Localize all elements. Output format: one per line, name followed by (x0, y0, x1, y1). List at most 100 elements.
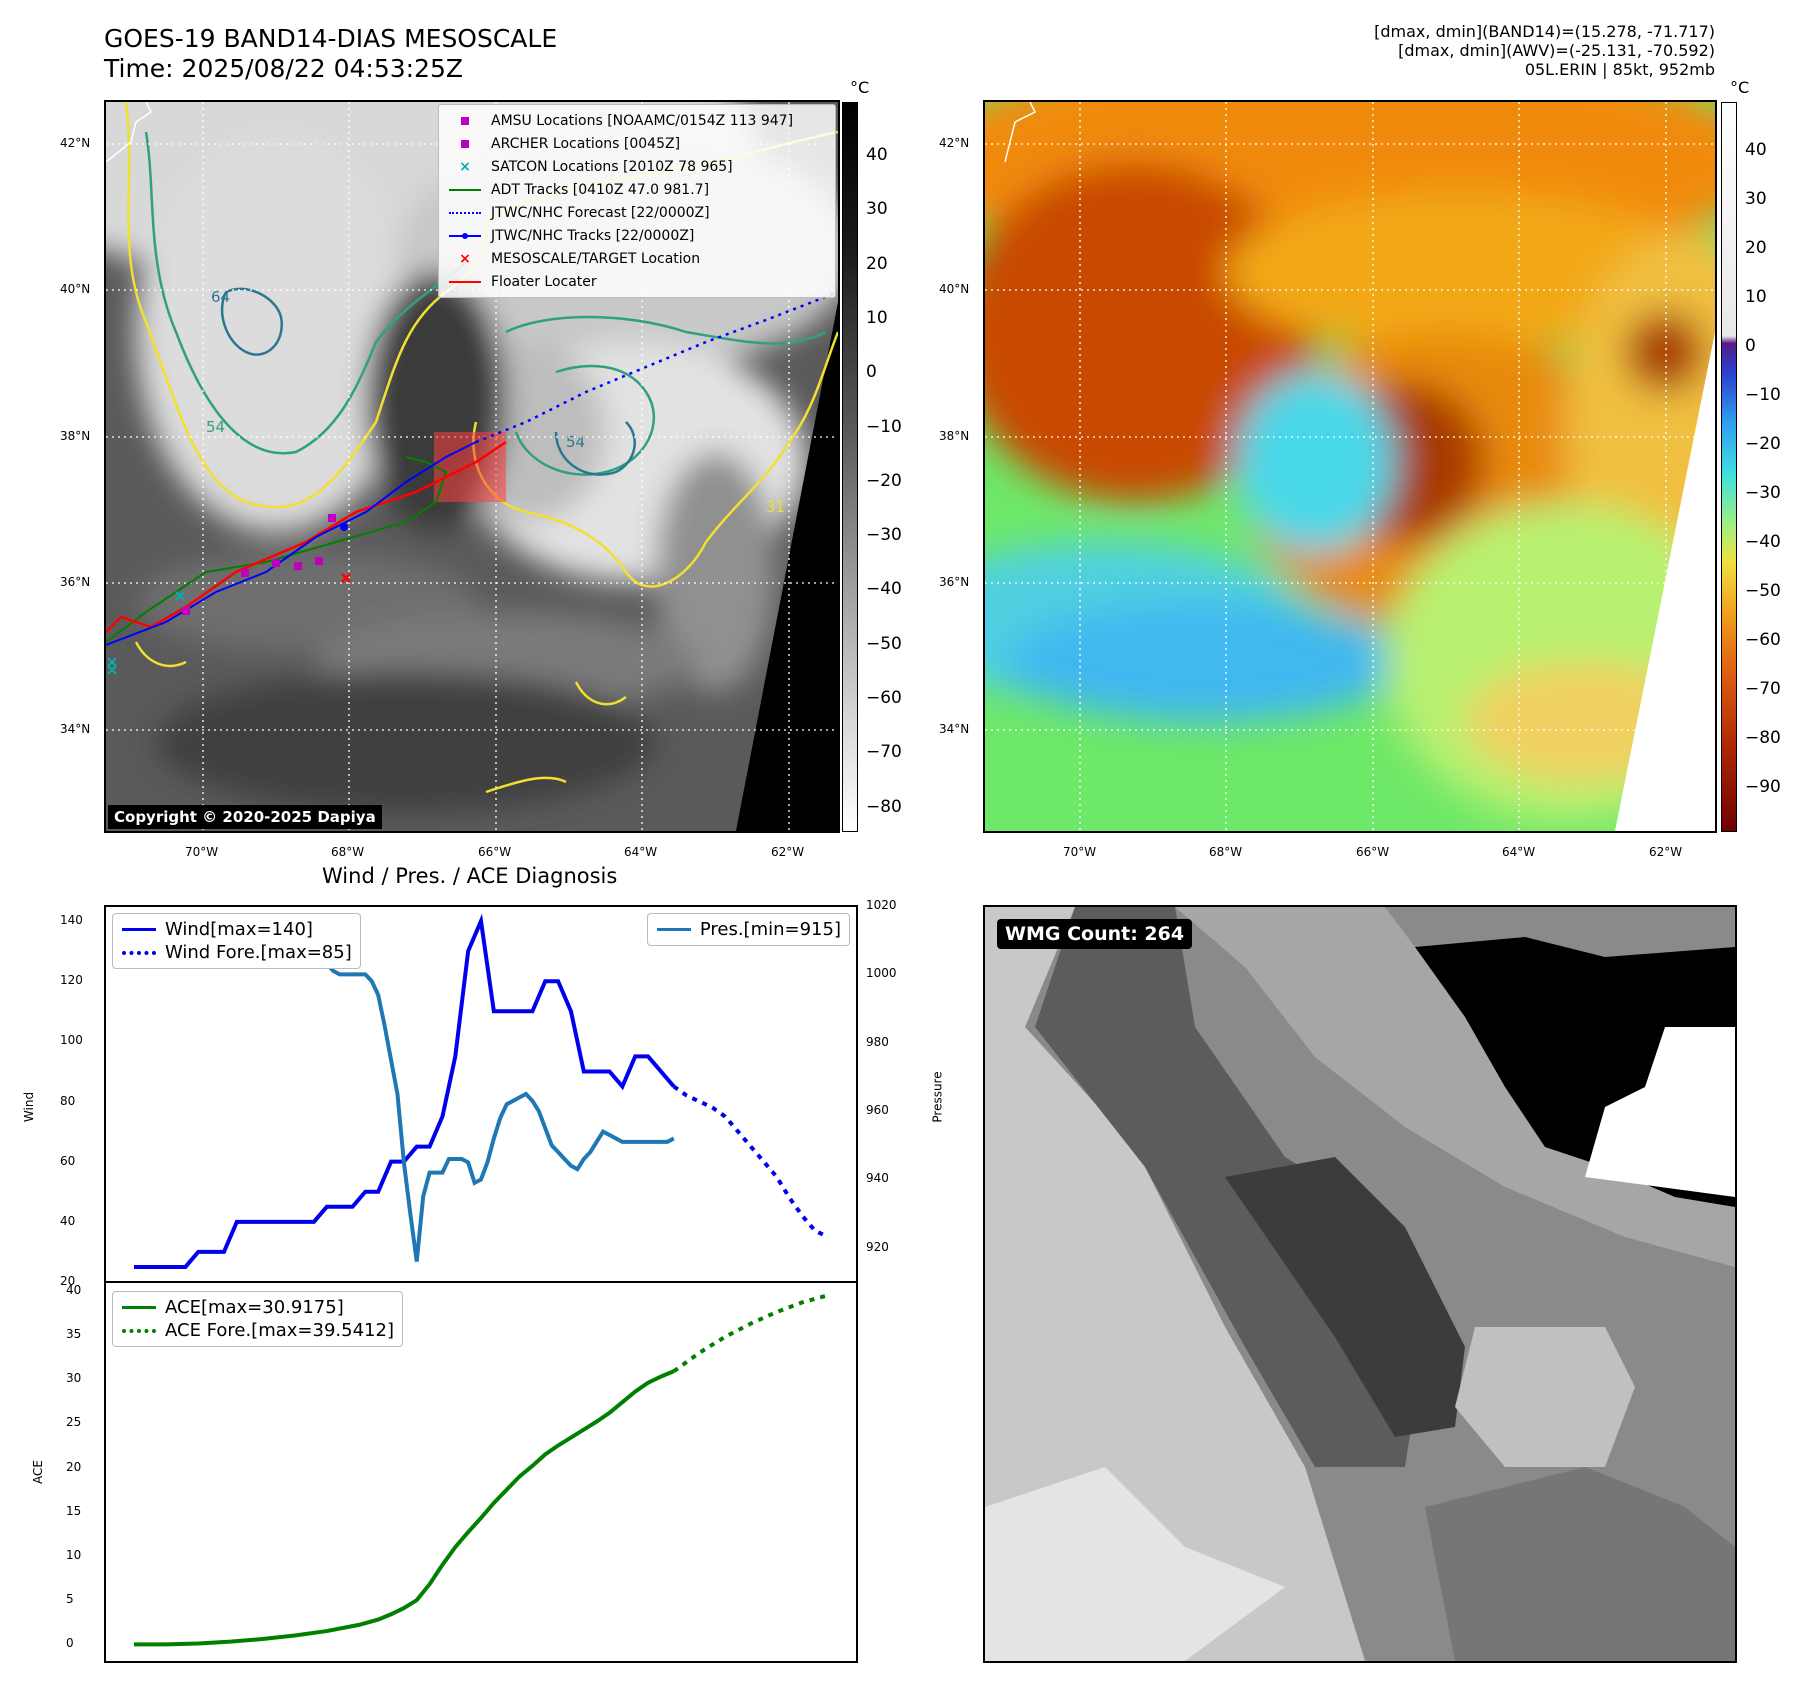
diagnosis-panel: Wind[max=140] Wind Fore.[max=85] Pres.[m… (104, 905, 858, 1663)
lon-label: 66°W (478, 845, 512, 859)
colorbar-tick-label: −70 (866, 742, 902, 763)
coastline (1004, 102, 1037, 163)
diagnosis-chart (104, 905, 858, 1663)
lon-label: 64°W (1502, 845, 1536, 859)
axis-tick-label: 40 (66, 1282, 82, 1297)
axis-tick-label: 960 (866, 1103, 889, 1118)
lat-label: 42°N (939, 136, 970, 150)
lon-label: 62°W (771, 845, 805, 859)
legend-adt: ADT Tracks [0410Z 47.0 981.7] (447, 178, 827, 201)
colorbar-tick-label: −80 (866, 796, 902, 817)
copyright: Copyright © 2020-2025 Dapiya (108, 805, 382, 829)
wind-axis-label: Wind (22, 1091, 37, 1123)
color-map (985, 102, 1715, 831)
right-title-line3: 05L.ERIN | 85kt, 952mb (1524, 60, 1715, 79)
coastline (106, 102, 152, 163)
wmg-panel: WMG Count: 264 (983, 905, 1737, 1663)
wind-legend: Wind[max=140] Wind Fore.[max=85] (112, 913, 361, 969)
legend-floater: Floater Locater (447, 270, 827, 293)
ace-layer (134, 1293, 829, 1647)
wmg-white-region (1585, 1027, 1735, 1197)
legend-archer: ARCHER Locations [0045Z] (447, 132, 827, 155)
lat-label: 36°N (939, 575, 970, 589)
colorbar-tick-label: 20 (1745, 238, 1767, 258)
legend-ace-fore: ACE Fore.[max=39.5412] (121, 1319, 394, 1342)
axis-tick-label: 920 (866, 1239, 889, 1254)
right-title-line2: [dmax, dmin](AWV)=(-25.131, -70.592) (1398, 41, 1715, 60)
colorbar-tick-label: −30 (1745, 483, 1781, 503)
amsu-archer-points (182, 514, 336, 615)
colorbar-tick-label: 20 (866, 253, 888, 274)
colorbar-tick-label: −30 (866, 525, 902, 546)
wind-forecast-line (672, 1084, 829, 1239)
lat-label: 38°N (939, 429, 970, 443)
colorbar-tick-label: −20 (1745, 434, 1781, 454)
contour-label-4: 31 (766, 498, 785, 516)
colorbar-tick-label: 30 (866, 199, 888, 220)
colorbar-tick-label: −50 (1745, 581, 1781, 601)
wind-layer (134, 913, 829, 1269)
right-title: [dmax, dmin](BAND14)=(15.278, -71.717) [… (1115, 22, 1715, 79)
colorbar-tick-label: −40 (866, 579, 902, 600)
colorbar-tick-label: −70 (1745, 679, 1781, 699)
lon-label: 62°W (1649, 845, 1683, 859)
satcon-points (107, 591, 185, 675)
wmg-dark-band-1 (1035, 907, 1425, 1467)
jtwc-track-point (340, 523, 348, 531)
lon-label: 66°W (1356, 845, 1390, 859)
axis-tick-label: 35 (66, 1327, 82, 1342)
contour-label-3: 54 (566, 433, 585, 451)
lat-label: 34°N (60, 722, 91, 736)
colorbar-tick-label: −10 (1745, 385, 1781, 405)
pressure-series-line (134, 924, 675, 1262)
colorbar-tick-label: 40 (866, 145, 888, 165)
title-line2: Time: 2025/08/22 04:53:25Z (104, 54, 463, 83)
axis-tick-label: 20 (60, 1274, 76, 1288)
legend-jtwc-forecast: JTWC/NHC Forecast [22/0000Z] (447, 201, 827, 224)
ace-forecast-line (672, 1293, 829, 1373)
pressure-axis-label: Pressure (930, 1071, 945, 1123)
colorbar-tick-label: −20 (866, 470, 902, 491)
target-marker (341, 573, 351, 583)
ace-series-line (134, 1369, 675, 1647)
floater-track (106, 440, 507, 633)
lon-label: 68°W (331, 845, 365, 859)
lon-label: 70°W (1063, 845, 1097, 859)
lat-label: 40°N (60, 282, 91, 296)
colorbar-tick-label: −60 (1745, 630, 1781, 650)
gray-colorbar (842, 102, 858, 832)
color-clouds (985, 102, 1715, 822)
axis-tick-label: 1000 (866, 966, 897, 981)
legend-amsu: AMSU Locations [NOAAMC/0154Z 113 947] (447, 109, 827, 132)
ir-map-panel: 64 54 54 31 (104, 100, 840, 833)
axis-tick-label: 10 (66, 1547, 82, 1562)
wmg-count-label: WMG Count: 264 (997, 919, 1193, 949)
axis-tick-label: 15 (66, 1503, 82, 1518)
legend-wind-fore: Wind Fore.[max=85] (121, 941, 352, 964)
axis-tick-label: 60 (60, 1153, 76, 1168)
contour-label-1: 64 (211, 288, 230, 306)
axis-tick-label: 140 (60, 913, 83, 928)
axis-tick-label: 80 (60, 1093, 76, 1108)
axis-tick-label: 40 (60, 1213, 76, 1228)
colorbar-tick-label: −60 (866, 688, 902, 708)
color-colorbar (1721, 102, 1737, 832)
axis-tick-label: 980 (866, 1034, 889, 1049)
mesoscale-target-box (434, 432, 506, 502)
axis-tick-label: 120 (60, 973, 83, 988)
ace-axis-label: ACE (30, 1460, 45, 1484)
lat-label: 40°N (939, 282, 970, 296)
axis-tick-label: 5 (66, 1592, 74, 1607)
wmg-dark-patch (1425, 1467, 1735, 1661)
axis-tick-label: 30 (66, 1371, 82, 1386)
legend-mesoscale: × MESOSCALE/TARGET Location (459, 250, 701, 267)
axis-tick-label: 100 (60, 1033, 83, 1048)
legend-wind: Wind[max=140] (121, 918, 352, 941)
no-data-region (1615, 332, 1715, 831)
lat-label: 34°N (939, 722, 970, 736)
ace-legend: ACE[max=30.9175] ACE Fore.[max=39.5412] (112, 1291, 403, 1347)
lat-label: 36°N (60, 575, 91, 589)
colorbar-tick-label: 30 (1745, 189, 1767, 209)
legend-jtwc-tracks: JTWC/NHC Tracks [22/0000Z] (447, 224, 827, 247)
wmg-image (985, 907, 1735, 1661)
